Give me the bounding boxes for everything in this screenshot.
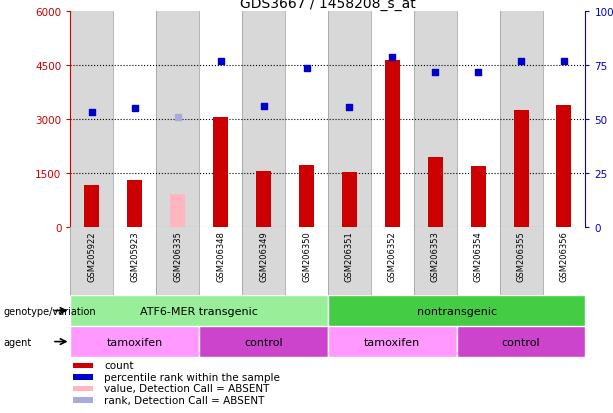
Bar — [199, 227, 242, 295]
Text: GSM205923: GSM205923 — [131, 230, 139, 281]
Bar — [70, 295, 328, 326]
Bar — [213, 118, 228, 227]
Text: ATF6-MER transgenic: ATF6-MER transgenic — [140, 306, 258, 316]
Bar — [500, 227, 543, 295]
Bar — [199, 12, 242, 227]
Bar — [471, 166, 485, 227]
Bar — [543, 227, 585, 295]
Text: GSM206349: GSM206349 — [259, 230, 268, 281]
Point — [559, 59, 569, 65]
Point — [130, 106, 140, 112]
Bar — [514, 110, 528, 227]
Text: value, Detection Call = ABSENT: value, Detection Call = ABSENT — [104, 384, 269, 394]
Point — [259, 104, 268, 110]
Text: agent: agent — [3, 337, 31, 347]
Bar — [500, 12, 543, 227]
Bar — [371, 227, 414, 295]
Text: tamoxifen: tamoxifen — [107, 337, 163, 347]
Text: GSM206352: GSM206352 — [388, 230, 397, 281]
Bar — [414, 12, 457, 227]
Bar — [242, 12, 285, 227]
Text: GSM206335: GSM206335 — [173, 230, 182, 281]
Bar — [113, 227, 156, 295]
Point — [345, 104, 354, 111]
Bar — [342, 173, 357, 227]
Bar — [457, 227, 500, 295]
Bar — [70, 227, 113, 295]
Point — [302, 66, 311, 73]
Bar — [428, 157, 443, 227]
Bar — [70, 326, 199, 357]
Bar — [156, 12, 199, 227]
Point — [516, 59, 526, 65]
Text: control: control — [501, 337, 541, 347]
Text: GSM206353: GSM206353 — [431, 230, 440, 281]
Bar — [170, 195, 185, 227]
Bar — [156, 227, 199, 295]
Point — [216, 59, 226, 65]
Bar — [73, 386, 93, 391]
Bar — [285, 227, 328, 295]
Bar — [73, 363, 93, 368]
Bar — [128, 180, 142, 227]
Text: GSM206348: GSM206348 — [216, 230, 225, 281]
Bar — [328, 227, 371, 295]
Bar — [328, 326, 457, 357]
Point — [430, 69, 440, 76]
Text: GSM206356: GSM206356 — [560, 230, 568, 281]
Bar — [457, 326, 585, 357]
Text: nontransgenic: nontransgenic — [417, 306, 497, 316]
Text: rank, Detection Call = ABSENT: rank, Detection Call = ABSENT — [104, 395, 264, 405]
Text: GSM206351: GSM206351 — [345, 230, 354, 281]
Bar — [285, 12, 328, 227]
Text: count: count — [104, 361, 134, 370]
Bar — [328, 12, 371, 227]
Bar — [371, 12, 414, 227]
Point — [387, 54, 397, 61]
Bar — [113, 12, 156, 227]
Bar — [299, 166, 314, 227]
Text: GSM206354: GSM206354 — [474, 230, 482, 281]
Text: percentile rank within the sample: percentile rank within the sample — [104, 372, 280, 382]
Bar — [457, 12, 500, 227]
Bar — [85, 186, 99, 227]
Bar — [73, 375, 93, 380]
Bar — [73, 397, 93, 403]
Bar — [385, 61, 400, 227]
Point — [473, 69, 483, 76]
Text: control: control — [244, 337, 283, 347]
Text: GSM206355: GSM206355 — [517, 230, 525, 281]
Text: GSM205922: GSM205922 — [88, 230, 96, 281]
Bar — [557, 106, 571, 227]
Bar — [543, 12, 585, 227]
Bar — [328, 295, 585, 326]
Point — [173, 114, 183, 121]
Text: tamoxifen: tamoxifen — [364, 337, 421, 347]
Text: genotype/variation: genotype/variation — [3, 306, 96, 316]
Title: GDS3667 / 1458208_s_at: GDS3667 / 1458208_s_at — [240, 0, 416, 12]
Bar — [199, 326, 328, 357]
Point — [87, 109, 97, 116]
Text: GSM206350: GSM206350 — [302, 230, 311, 281]
Bar — [256, 172, 271, 227]
Bar — [242, 227, 285, 295]
Bar — [414, 227, 457, 295]
Bar — [70, 12, 113, 227]
